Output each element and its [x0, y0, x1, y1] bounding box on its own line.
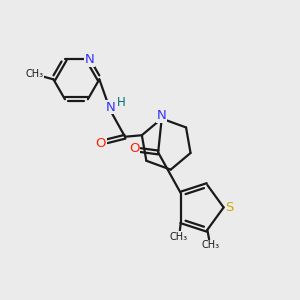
Text: N: N [157, 109, 166, 122]
Text: CH₃: CH₃ [169, 232, 188, 242]
Text: CH₃: CH₃ [25, 69, 43, 79]
Text: O: O [129, 142, 139, 154]
Text: H: H [117, 95, 126, 109]
Text: S: S [225, 201, 234, 214]
Text: O: O [96, 137, 106, 150]
Text: CH₃: CH₃ [201, 240, 219, 250]
Text: N: N [85, 53, 94, 66]
Text: N: N [105, 101, 115, 114]
